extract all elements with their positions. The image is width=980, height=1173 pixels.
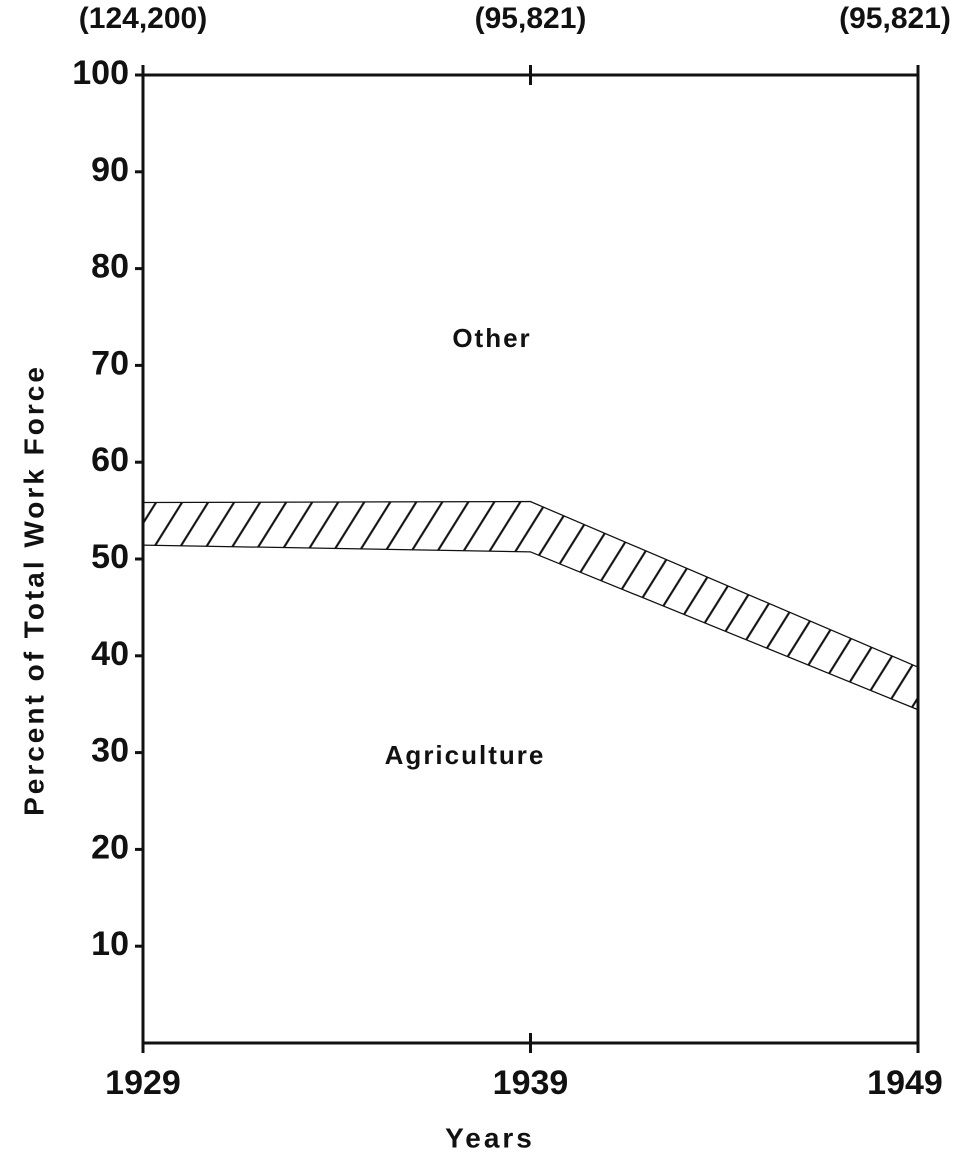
y-tick-label: 100 [72, 54, 129, 92]
y-tick-label: 20 [91, 828, 129, 866]
y-axis-label: Percent of Total Work Force [18, 364, 49, 816]
y-tick-label: 70 [91, 344, 129, 382]
y-tick-label: 60 [91, 441, 129, 479]
x-tick-label: 1939 [493, 1064, 569, 1102]
top-label: (95,821) [839, 2, 951, 35]
x-tick-label: 1949 [867, 1064, 943, 1102]
area-label: Agriculture [385, 740, 546, 770]
area [143, 544, 918, 1043]
y-tick-label: 80 [91, 248, 129, 286]
y-tick-label: 50 [91, 538, 129, 576]
y-tick-label: 90 [91, 151, 129, 189]
y-tick-label: 10 [91, 925, 129, 963]
area-label: Other [452, 323, 531, 353]
top-label: (95,821) [475, 2, 587, 35]
x-axis-label: Years [445, 1122, 535, 1153]
y-tick-label: 40 [91, 635, 129, 673]
area [143, 500, 918, 710]
top-label: (124,200) [79, 2, 207, 35]
x-tick-label: 1929 [105, 1064, 181, 1102]
y-tick-label: 30 [91, 732, 129, 770]
area [143, 75, 918, 667]
